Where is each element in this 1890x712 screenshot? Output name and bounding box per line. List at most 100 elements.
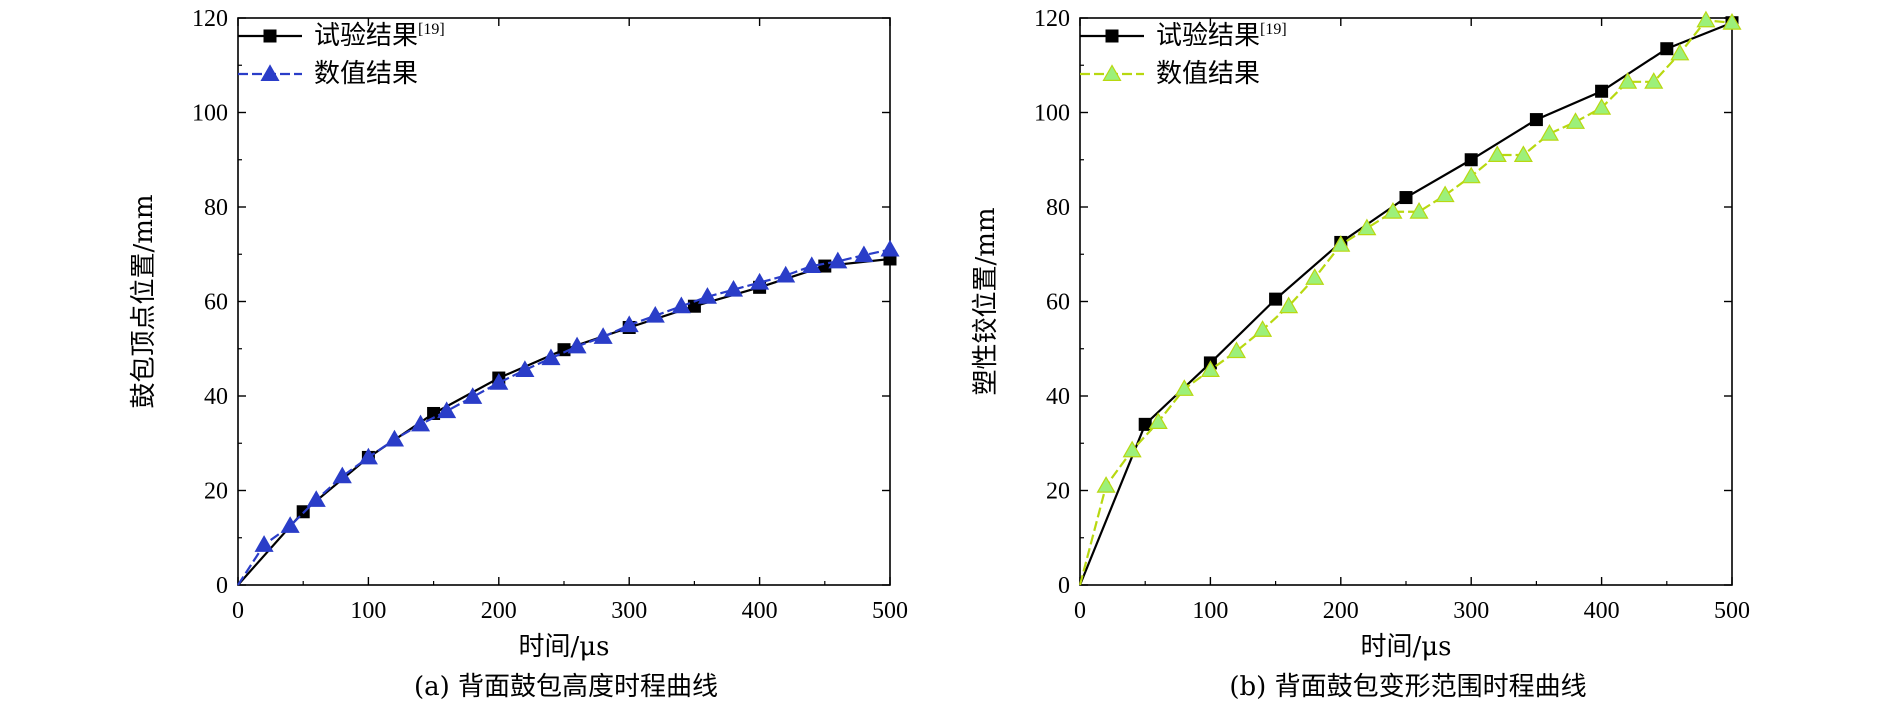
legend-marker <box>260 64 280 81</box>
plot-frame <box>237 17 891 586</box>
legend-label: 数值结果 <box>1156 59 1260 89</box>
data-point <box>1122 440 1142 458</box>
data-point <box>306 490 326 507</box>
x-tick-label: 300 <box>611 598 647 624</box>
legend-label: 试验结果[19] <box>1156 21 1287 51</box>
data-point <box>1269 292 1283 306</box>
y-tick-label: 60 <box>1046 290 1070 316</box>
data-point <box>1279 296 1299 314</box>
x-tick-label: 0 <box>1074 598 1086 624</box>
x-tick-label: 400 <box>1584 598 1620 624</box>
data-point <box>541 348 561 366</box>
x-tick-label: 400 <box>742 598 778 624</box>
series-line <box>237 248 891 586</box>
legend-label: 数值结果 <box>314 59 418 89</box>
series-experiment <box>1078 16 1739 586</box>
legend-label: 试验结果[19] <box>314 21 445 51</box>
data-point <box>593 327 613 344</box>
x-axis-label: 时间/μs <box>518 632 609 662</box>
data-point <box>489 373 509 390</box>
data-point <box>1226 341 1247 359</box>
legend-marker <box>263 29 277 43</box>
series-line <box>1078 21 1733 586</box>
data-point <box>802 256 822 274</box>
panel-caption: (a) 背面鼓包高度时程曲线 <box>414 672 718 702</box>
x-tick-label: 200 <box>481 598 517 624</box>
x-tick-label: 300 <box>1453 598 1489 624</box>
data-point <box>515 360 535 377</box>
y-axis-label: 塑性铰位置/mm <box>971 207 1001 395</box>
data-point <box>1644 72 1664 89</box>
data-point <box>1722 13 1742 30</box>
chart-panel-a: 0 100 200 300 400 500 0 20 40 60 80 100 120 时间/μs 鼓包顶点… <box>129 6 908 702</box>
data-point <box>671 296 691 314</box>
x-tick-label: 100 <box>350 598 386 624</box>
data-point <box>1305 268 1325 285</box>
series-numerical <box>237 239 900 586</box>
data-point <box>1670 43 1690 61</box>
data-point <box>1399 191 1413 205</box>
y-tick-label: 100 <box>1034 101 1070 127</box>
y-tick-label: 100 <box>192 101 228 127</box>
data-point <box>880 239 900 257</box>
y-tick-label: 80 <box>1046 195 1070 221</box>
x-axis-label: 时间/μs <box>1360 632 1451 662</box>
y-tick-label: 20 <box>204 479 228 505</box>
data-point <box>1409 202 1429 219</box>
data-point <box>1357 218 1377 236</box>
x-tick-label: 0 <box>232 598 244 624</box>
x-tick-label: 500 <box>872 598 908 624</box>
y-tick-label: 0 <box>1058 573 1070 599</box>
data-point <box>750 272 770 290</box>
data-point <box>1331 235 1351 252</box>
y-tick-label: 0 <box>216 573 228 599</box>
data-point <box>254 535 274 552</box>
data-point <box>1200 360 1220 377</box>
data-point <box>1487 145 1507 162</box>
data-point <box>723 279 744 297</box>
y-tick-label: 120 <box>192 6 228 32</box>
data-point <box>1565 112 1586 129</box>
data-point <box>437 401 457 419</box>
data-point <box>1253 320 1273 337</box>
x-tick-label: 500 <box>1714 598 1750 624</box>
data-point <box>1464 153 1478 167</box>
y-tick-label: 120 <box>1034 6 1070 32</box>
data-point <box>332 466 352 484</box>
y-axis-label: 鼓包顶点位置/mm <box>129 194 159 408</box>
data-point <box>463 387 483 404</box>
x-tick-label: 100 <box>1192 598 1228 624</box>
data-point <box>1618 72 1638 89</box>
y-tick-label: 60 <box>204 290 228 316</box>
data-point <box>384 429 405 447</box>
y-tick-label: 20 <box>1046 479 1070 505</box>
y-tick-label: 80 <box>204 195 228 221</box>
data-point <box>1148 412 1168 429</box>
series-numerical <box>1078 10 1742 586</box>
data-point <box>645 305 665 323</box>
y-tick-label: 40 <box>1046 384 1070 410</box>
legend: 试验结果[19] 数值结果 <box>238 21 445 89</box>
data-point <box>358 447 378 465</box>
data-point <box>567 336 587 354</box>
data-point <box>1696 10 1716 28</box>
data-point <box>828 251 848 269</box>
plot-frame <box>1079 17 1733 586</box>
data-point <box>1660 42 1674 56</box>
y-tick-label: 40 <box>204 384 228 410</box>
data-point <box>1096 476 1116 493</box>
data-point <box>1435 185 1455 203</box>
legend: 试验结果[19] 数值结果 <box>1080 21 1287 89</box>
legend-marker <box>1102 64 1122 81</box>
chart-panel-b: 0 100 200 300 400 500 0 20 40 60 80 100 120 时间/μs 塑性铰位… <box>971 6 1750 702</box>
data-point <box>1461 166 1481 184</box>
data-point <box>411 414 431 432</box>
legend-marker <box>1105 29 1119 43</box>
data-point <box>1174 379 1194 396</box>
data-point <box>1513 145 1533 162</box>
data-point <box>280 516 300 533</box>
data-point <box>1383 202 1403 219</box>
data-point <box>1529 113 1543 127</box>
series-line <box>1078 19 1733 586</box>
